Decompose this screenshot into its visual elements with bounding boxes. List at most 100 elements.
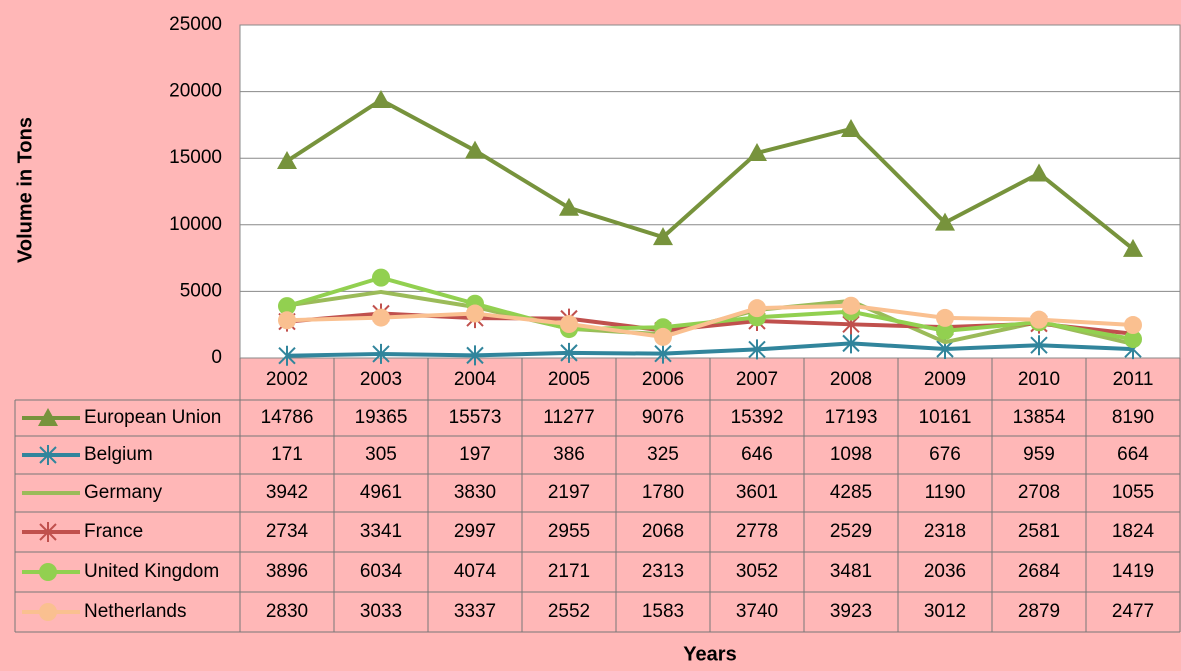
table-value: 171	[271, 444, 303, 465]
table-value: 4074	[454, 561, 497, 582]
y-tick-label: 10000	[169, 214, 222, 235]
table-value: 9076	[642, 407, 684, 428]
marker	[39, 522, 57, 542]
series-line	[286, 341, 1134, 358]
table-value: 2684	[1018, 561, 1061, 582]
table-value: 2318	[924, 521, 966, 542]
table-value: 3337	[454, 601, 496, 622]
y-tick-label: 0	[211, 347, 222, 368]
marker	[372, 268, 390, 287]
table-value: 2068	[642, 521, 684, 542]
marker	[1029, 163, 1049, 182]
marker	[278, 345, 296, 366]
marker	[39, 563, 57, 581]
table-value: 1190	[925, 482, 966, 503]
x-tick-label: 2003	[360, 369, 402, 390]
table-value: 3052	[736, 561, 778, 582]
table-value: 3942	[266, 482, 308, 503]
table-value: 3740	[736, 601, 778, 622]
marker	[653, 227, 673, 246]
marker	[372, 308, 390, 327]
table-value: 1780	[642, 482, 684, 503]
table-value: 2313	[642, 561, 684, 582]
y-tick-label: 20000	[169, 81, 222, 102]
table-value: 15392	[731, 407, 784, 428]
table-value: 1419	[1112, 561, 1154, 582]
table-value: 3896	[266, 561, 308, 582]
marker	[466, 345, 484, 366]
table-value: 2708	[1018, 482, 1060, 503]
marker	[466, 304, 484, 323]
table-value: 2955	[548, 521, 590, 542]
marker	[278, 311, 296, 330]
marker	[936, 308, 954, 327]
table-value: 19365	[355, 407, 408, 428]
table-value: 2581	[1018, 521, 1060, 542]
table-value: 664	[1117, 444, 1149, 465]
table-value: 17193	[825, 407, 878, 428]
table-value: 2171	[548, 561, 590, 582]
table-value: 3923	[830, 601, 872, 622]
table-value: 676	[929, 444, 961, 465]
table-value: 8190	[1112, 407, 1154, 428]
marker	[747, 142, 767, 161]
marker	[1030, 335, 1048, 356]
y-tick-label: 15000	[169, 147, 222, 168]
x-axis-label: Years	[683, 643, 736, 665]
y-tick-label: 25000	[169, 14, 222, 35]
marker	[1030, 310, 1048, 329]
x-tick-label: 2004	[454, 369, 497, 390]
legend-label: Netherlands	[84, 601, 186, 622]
x-tick-label: 2005	[548, 369, 590, 390]
marker	[38, 408, 58, 426]
table-value: 2477	[1112, 601, 1154, 622]
x-tick-label: 2009	[924, 369, 966, 390]
x-tick-label: 2007	[736, 369, 778, 390]
table-value: 3012	[924, 601, 966, 622]
marker	[1123, 238, 1143, 257]
marker	[654, 343, 672, 364]
legend-label: Belgium	[84, 444, 153, 465]
table-value: 13854	[1013, 407, 1066, 428]
legend-label: Germany	[84, 482, 163, 503]
table-value: 325	[647, 444, 679, 465]
x-tick-label: 2002	[266, 369, 308, 390]
marker	[841, 118, 861, 137]
table-value: 1098	[830, 444, 872, 465]
table-value: 15573	[449, 407, 502, 428]
series-line	[285, 98, 1135, 251]
marker	[465, 140, 485, 159]
table-value: 3601	[736, 482, 778, 503]
table-value: 6034	[360, 561, 403, 582]
table-value: 3830	[454, 482, 496, 503]
table-value: 4961	[360, 482, 402, 503]
marker	[278, 297, 296, 316]
x-tick-label: 2008	[830, 369, 872, 390]
table-value: 2778	[736, 521, 778, 542]
marker	[277, 151, 297, 170]
marker	[560, 315, 578, 334]
table-value: 11277	[543, 407, 594, 428]
marker	[748, 299, 766, 318]
marker	[560, 342, 578, 363]
table-value: 305	[365, 444, 397, 465]
marker	[559, 197, 579, 216]
marker	[842, 296, 860, 315]
plot-area	[239, 24, 1181, 359]
marker	[654, 327, 672, 346]
marker	[1124, 330, 1142, 349]
table-value: 959	[1023, 444, 1055, 465]
marker	[936, 321, 954, 340]
legend-label: European Union	[84, 407, 221, 428]
table-value: 3341	[360, 521, 402, 542]
table-value: 2879	[1018, 601, 1060, 622]
x-tick-label: 2010	[1018, 369, 1060, 390]
series-line	[286, 303, 1134, 339]
table-value: 2529	[830, 521, 872, 542]
marker	[1124, 316, 1142, 335]
table-value: 3481	[830, 561, 872, 582]
table-value: 197	[459, 444, 491, 465]
marker	[935, 212, 955, 231]
table-value: 3033	[360, 601, 402, 622]
